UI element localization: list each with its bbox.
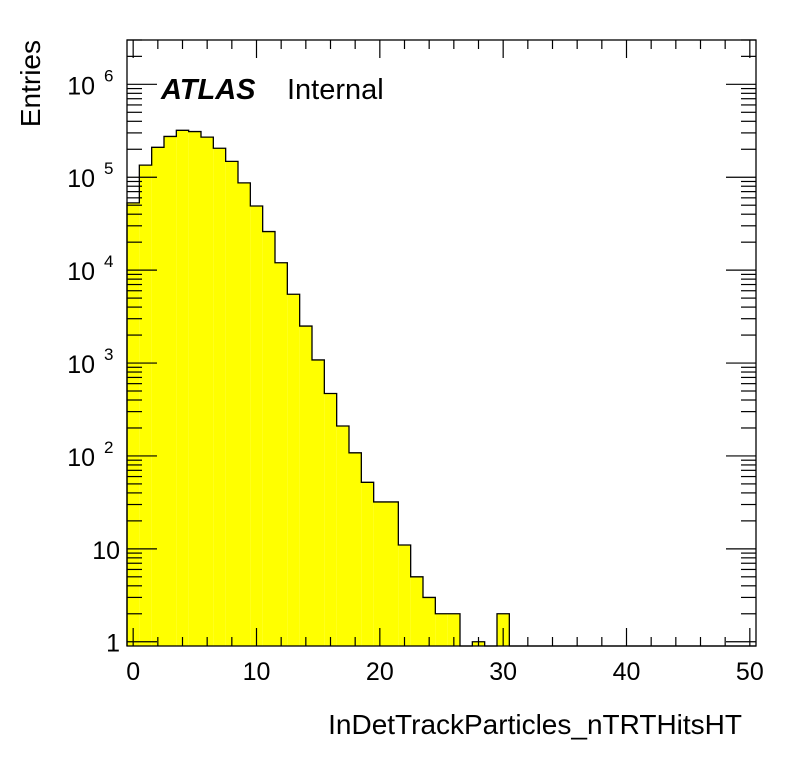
- histogram-bar: [299, 326, 312, 646]
- y-tick-label: 1: [106, 630, 120, 658]
- histogram-bar: [349, 452, 362, 646]
- histogram-bar: [213, 148, 226, 646]
- y-tick-label: 10: [67, 351, 95, 379]
- y-tick-exponent: 6: [104, 66, 113, 85]
- atlas-label: ATLAS: [160, 74, 256, 106]
- histogram-bar: [312, 359, 325, 646]
- y-tick-exponent: 3: [104, 345, 113, 364]
- y-tick-label: 10: [92, 537, 120, 565]
- y-tick-label: 10: [67, 72, 95, 100]
- x-axis-title: InDetTrackParticles_nTRTHitsHT: [328, 709, 742, 740]
- histogram-bar: [398, 544, 411, 646]
- histogram-bar: [410, 576, 423, 646]
- y-tick-label: 10: [67, 444, 95, 472]
- y-axis: 1 10 10 2 10 3 10 4 10 5 10 6: [67, 39, 756, 658]
- y-tick-label: 10: [67, 165, 95, 193]
- x-tick-label: 30: [489, 658, 517, 686]
- histogram-bar: [188, 131, 201, 646]
- histogram-bar: [151, 147, 164, 646]
- histogram-bar: [447, 613, 460, 646]
- histogram-bar: [435, 613, 448, 646]
- histogram-bar: [164, 136, 177, 646]
- internal-label: Internal: [287, 74, 384, 106]
- histogram-bar: [127, 202, 140, 646]
- histogram-bar: [225, 161, 238, 646]
- y-tick-exponent: 5: [104, 159, 113, 178]
- x-axis: 0 10 20 30 40 50: [126, 40, 764, 686]
- x-tick-label: 40: [613, 658, 641, 686]
- histogram-bar: [361, 482, 374, 646]
- x-tick-label: 10: [243, 658, 271, 686]
- y-tick-label: 10: [67, 258, 95, 286]
- y-axis-title: Entries: [15, 40, 46, 127]
- histogram-bar: [324, 393, 337, 646]
- histogram-bar: [201, 137, 214, 646]
- plot-frame: [126, 39, 757, 647]
- histogram-bar: [373, 501, 386, 646]
- histogram-bar: [262, 231, 275, 646]
- histogram-bar: [139, 165, 152, 646]
- x-tick-label: 50: [736, 658, 764, 686]
- histogram-bar: [423, 597, 436, 646]
- histogram-bar: [176, 130, 189, 646]
- histogram-bar: [250, 206, 263, 646]
- histogram-bar: [275, 262, 288, 646]
- x-tick-label: 20: [366, 658, 394, 686]
- histogram-bar: [336, 426, 349, 646]
- y-tick-exponent: 4: [104, 252, 113, 271]
- x-tick-label: 0: [126, 658, 140, 686]
- histogram-bar: [238, 182, 251, 647]
- histogram-bar: [287, 294, 300, 646]
- histogram-bars: [127, 130, 510, 647]
- histogram-bar: [386, 501, 399, 646]
- y-tick-exponent: 2: [104, 438, 113, 457]
